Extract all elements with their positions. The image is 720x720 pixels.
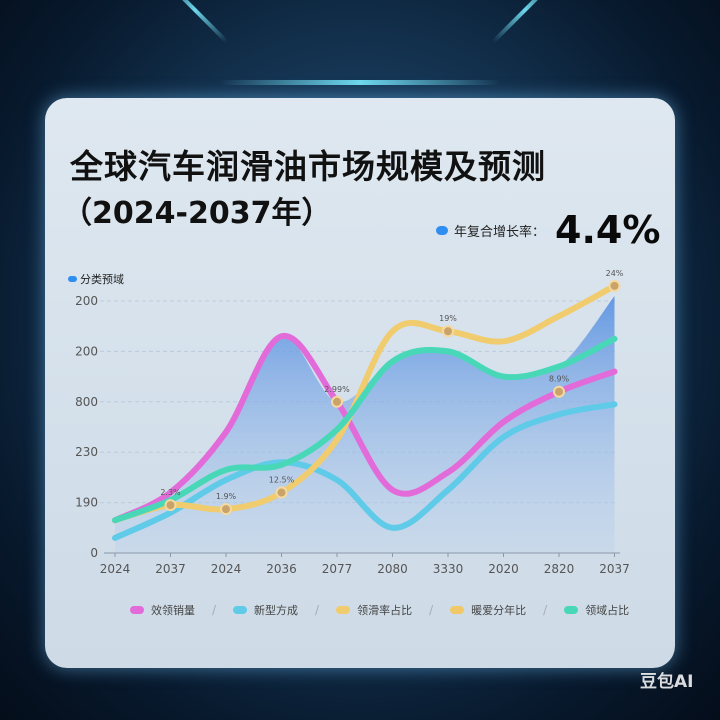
x-tick-label: 2036 (266, 562, 297, 576)
data-label: 12.5% (269, 476, 295, 485)
legend-item[interactable]: 领域占比 (564, 602, 629, 618)
x-tick-label: 2820 (544, 562, 575, 576)
legend-label: 暖爱分年比 (471, 604, 527, 617)
data-label: 24% (606, 269, 624, 278)
data-point (220, 503, 232, 516)
series-line (112, 282, 618, 524)
legend-label: 效领销量 (151, 604, 195, 617)
section-dot-icon (68, 276, 77, 282)
data-label: 1.9% (216, 492, 237, 501)
y-tick-label: 200 (75, 294, 98, 308)
light-beam (220, 80, 500, 85)
watermark: 豆包AI (640, 672, 694, 692)
cagr-value: 4.4% (555, 208, 661, 252)
legend-swatch (336, 606, 351, 614)
data-point (608, 279, 621, 292)
y-tick-label: 800 (75, 395, 98, 409)
page-subtitle: （2024-2037年） (62, 196, 332, 231)
x-tick-label: 2037 (155, 562, 186, 576)
legend-item[interactable]: 暖爱分年比 (450, 602, 526, 618)
section-label-text: 分类预域 (80, 273, 124, 286)
y-tick-label: 200 (75, 344, 98, 358)
series-line (112, 333, 618, 524)
data-label: 8.9% (549, 375, 570, 384)
legend-label: 新型方成 (254, 604, 299, 617)
legend-swatch (130, 606, 144, 614)
legend-separator: / (212, 603, 217, 617)
data-point (164, 499, 177, 512)
legend-item[interactable]: 领滑率占比 (336, 602, 412, 618)
data-point (275, 486, 288, 499)
series-line (112, 401, 618, 541)
x-tick-label: 3330 (433, 562, 464, 576)
legend-label: 领滑率占比 (357, 604, 413, 617)
legend-swatch (450, 606, 465, 614)
legend-separator: / (429, 603, 434, 617)
legend-separator: / (543, 603, 548, 617)
legend-item[interactable]: 新型方成 (233, 602, 298, 618)
cagr-label: 年复合增长率： (454, 224, 546, 240)
legend-separator: / (315, 603, 320, 617)
x-tick-label: 2077 (322, 562, 353, 576)
x-tick-label: 2024 (100, 562, 131, 576)
data-label: 19% (439, 314, 457, 323)
series-line (112, 335, 618, 524)
section-label: 分类预域 (68, 271, 124, 287)
legend-label: 领域占比 (585, 604, 630, 617)
legend-swatch (233, 606, 248, 614)
y-tick-label: 230 (75, 445, 98, 459)
y-tick-label: 190 (75, 496, 98, 510)
data-label: 2.3% (160, 488, 181, 497)
legend: 效领销量 / 新型方成 / 领滑率占比 / 暖爱分年比 / 领域占比 (130, 602, 629, 618)
x-tick-label: 2024 (211, 562, 242, 576)
page-title: 全球汽车润滑油市场规模及预测 (70, 147, 546, 186)
data-point (553, 385, 565, 398)
y-tick-label: 0 (90, 546, 98, 560)
legend-item[interactable]: 效领销量 (130, 602, 195, 618)
x-tick-label: 2020 (488, 562, 519, 576)
x-tick-label: 2080 (377, 562, 408, 576)
x-tick-label: 2037 (599, 562, 630, 576)
cagr-dot-icon (436, 225, 448, 235)
data-label: 2.99% (324, 385, 350, 394)
data-point (331, 395, 343, 408)
cagr-indicator: 年复合增长率： 4.4% (436, 208, 660, 252)
area-fill (115, 295, 615, 553)
data-point (442, 325, 454, 338)
legend-swatch (564, 606, 579, 614)
